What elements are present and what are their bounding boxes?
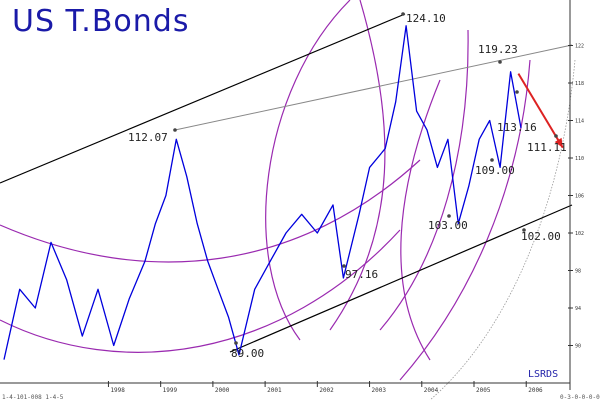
arc-6 [379,29,469,331]
x-tick-label: 1998 [110,387,125,394]
arc-5 [400,79,441,361]
annotation-dot [522,228,526,232]
annotation-label: 111.11 [527,141,567,154]
lower-channel-line [229,204,573,353]
resistance-line [174,44,573,131]
upper-channel-line [0,13,406,184]
annotation-label: 119.23 [478,43,518,56]
credit-text: LSRDS [528,369,559,380]
chart-title: US T.Bonds [12,4,190,39]
y-tick-label: 110 [575,156,584,162]
y-tick-label: 98 [575,269,581,275]
arc-4 [329,0,386,331]
arc-3 [265,0,351,341]
annotation-dot [498,60,502,64]
x-tick-label: 2000 [215,387,230,394]
arc-7 [399,59,531,381]
arc-2 [0,229,401,353]
y-tick-label: 94 [575,306,581,312]
x-tick-label: 2005 [476,387,491,394]
price-series-line [3,25,522,360]
x-tick-label: 2003 [372,387,387,394]
y-tick-label: 118 [575,81,584,87]
annotation-label: 112.07 [128,131,168,144]
y-tick-label: 106 [575,194,584,200]
trend-lines-layer [0,13,573,353]
annotation-dot [173,128,177,132]
annotation-label: 97.16 [345,268,378,281]
annotation-dot [401,12,405,16]
footnote-right-text: 0-3-0-0-0-0 [560,394,600,401]
x-tick-label: 2001 [267,387,282,394]
arcs-layer [0,0,576,401]
annotation-label: 113.16 [497,121,537,134]
x-tick-label: 2002 [319,387,334,394]
annotation-label: 103.00 [428,219,468,232]
y-tick-label: 90 [575,344,581,350]
annotation-label: 124.10 [406,12,446,25]
annotation-dot [490,158,494,162]
annotation-label: 89.00 [231,347,264,360]
annotation-dot [447,214,451,218]
footnote-text: 1-4-101-008 1-4-5 [2,394,64,401]
y-tick-label: 102 [575,231,584,237]
x-tick-label: 1999 [163,387,178,394]
x-tick-label: 2006 [528,387,543,394]
annotation-dot [554,134,558,138]
y-tick-label: 114 [575,119,584,125]
annotation-label: 109.00 [475,164,515,177]
annotations-layer: 124.10 119.23 113.16 112.07 111.11 109.00 103.… [128,12,567,360]
annotation-dot [234,341,238,345]
annotation-dot [342,264,346,268]
annotation-label: 102.00 [521,230,561,243]
y-tick-label: 122 [575,44,584,50]
axis-layer: 90 94 98 102 106 110 114 118 122 1998 1999 2000 2001… [0,0,584,394]
projection-arrowhead [554,137,563,148]
price-layer [3,25,522,360]
annotation-dot [515,90,519,94]
x-tick-label: 2004 [424,387,439,394]
arc-1 [0,159,421,263]
dotted-arc [429,59,576,401]
